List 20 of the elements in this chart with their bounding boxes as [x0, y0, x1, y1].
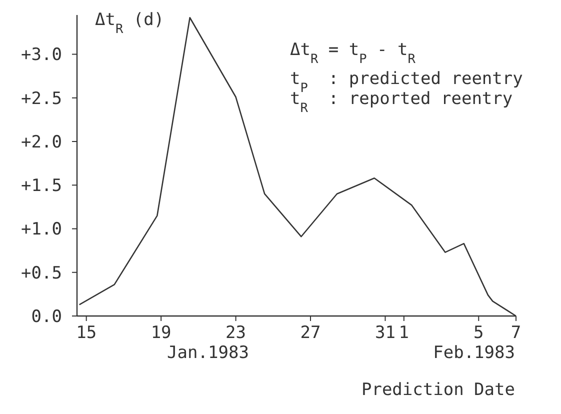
x-tick-label: 1 [398, 323, 410, 343]
x-tick-label: 5 [474, 323, 484, 343]
x-tick-label: 31 [374, 323, 396, 343]
text: Feb.1983 [433, 343, 515, 363]
y-tick-label: +1.0 [21, 220, 62, 240]
y-tick-label: 0.0 [31, 306, 62, 327]
x-tick-label: 15 [76, 323, 97, 343]
x-tick-label: 27 [300, 323, 321, 343]
y-tick-label: +3.0 [21, 45, 62, 66]
x-tick-label: 23 [226, 323, 246, 343]
y-tick-label: +2.0 [21, 132, 62, 152]
y-tick-label: +1.5 [21, 176, 62, 196]
y-axis-title: Δt$_{R}$ (d) [95, 10, 164, 36]
y-tick-label: +0.5 [21, 263, 62, 284]
x-tick-label: 7 [510, 323, 522, 343]
x-tick-label: 19 [150, 323, 172, 343]
x-axis-title: Prediction Date [361, 380, 515, 400]
y-tick-label: +2.5 [21, 88, 62, 109]
text: Jan.1983 [167, 343, 249, 363]
annotation: Δt$_{R}$ = t$_{P}$ - t$_{R}$ [290, 40, 416, 66]
